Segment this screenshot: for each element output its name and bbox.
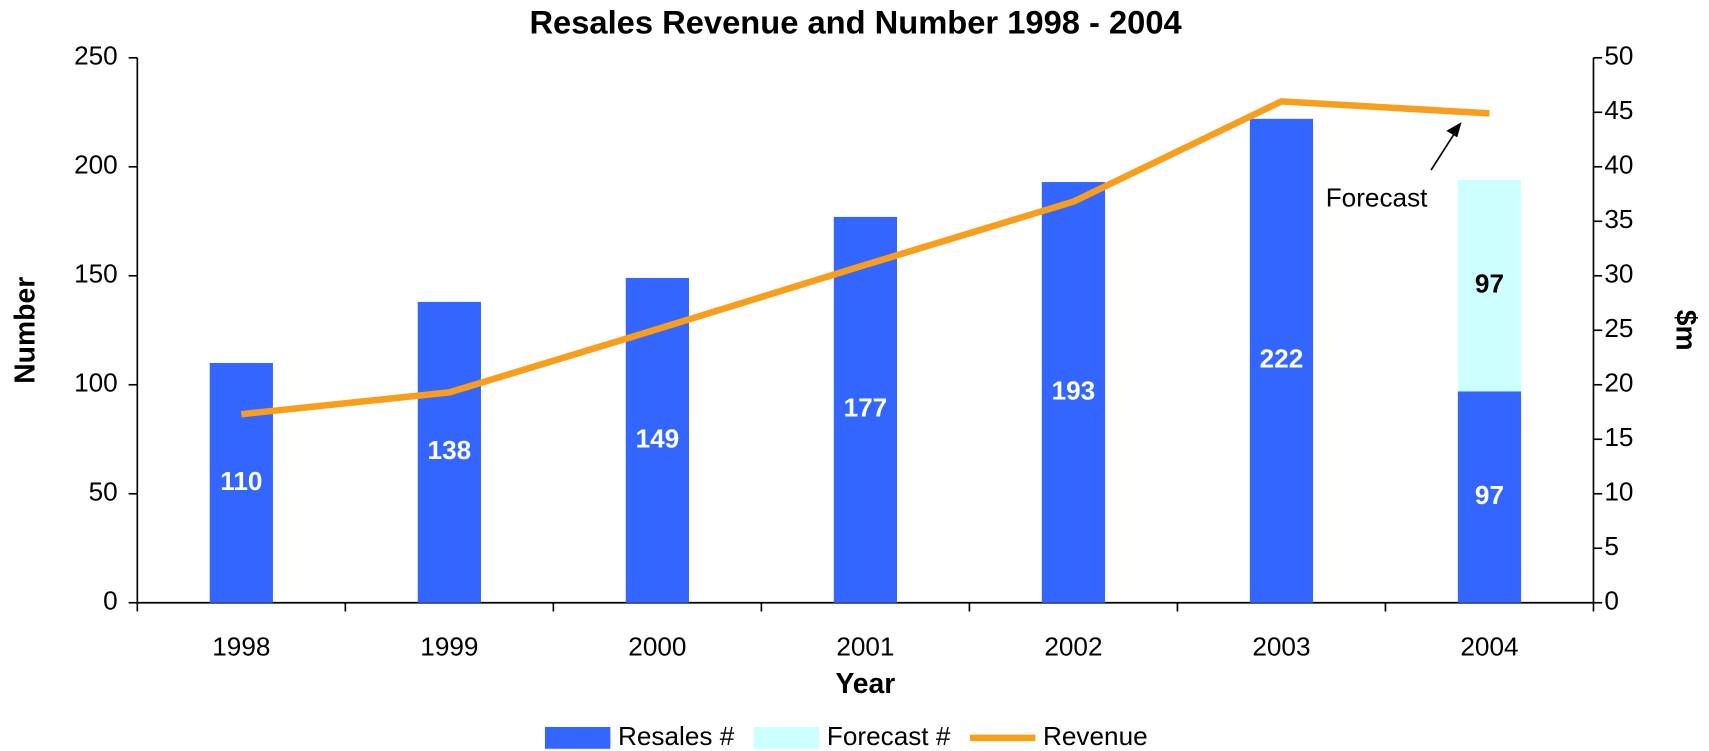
y2-tick-label: 35 xyxy=(1604,204,1633,234)
y2-tick-label: 25 xyxy=(1604,313,1633,343)
bar xyxy=(1457,391,1522,603)
y2-tick-label: 15 xyxy=(1604,422,1633,452)
data-label: 97 xyxy=(1475,480,1504,510)
y2-tick-label: 40 xyxy=(1604,150,1633,180)
annotation-arrowhead xyxy=(1446,122,1462,138)
legend-label: Revenue xyxy=(1043,721,1148,751)
line xyxy=(240,98,1490,418)
x-tick-label: 2004 xyxy=(1460,631,1518,661)
y-axis-title: Number xyxy=(10,277,42,384)
y-tick-label: 50 xyxy=(89,477,118,507)
annotation-arrow xyxy=(1430,130,1457,171)
data-label: 138 xyxy=(428,435,472,465)
data-label: 177 xyxy=(844,393,888,423)
y-tick-label: 150 xyxy=(74,259,118,289)
data-label: 222 xyxy=(1260,344,1304,374)
y2-tick-label: 0 xyxy=(1604,586,1619,616)
y-tick-label: 200 xyxy=(74,150,118,180)
x-tick-label: 1998 xyxy=(212,631,270,661)
y2-tick-label: 45 xyxy=(1604,95,1633,125)
legend-swatch xyxy=(544,727,611,749)
x-tick-label: 2003 xyxy=(1252,631,1310,661)
data-label: 193 xyxy=(1052,375,1096,405)
y-tick-label: 0 xyxy=(103,586,118,616)
bar xyxy=(417,301,481,603)
y-tick-label: 100 xyxy=(74,368,118,398)
legend-label: Forecast # xyxy=(827,721,951,751)
y2-tick-label: 30 xyxy=(1604,259,1633,289)
y2-tick-label: 20 xyxy=(1604,368,1633,398)
x-tick-label: 2000 xyxy=(628,631,686,661)
data-label: 149 xyxy=(636,423,680,453)
x-tick-label: 2001 xyxy=(836,631,894,661)
x-axis-title: Year xyxy=(835,668,895,700)
y2-axis-title: $m xyxy=(1669,310,1701,351)
legend-label: Resales # xyxy=(618,721,735,751)
x-tick-label: 1999 xyxy=(420,631,478,661)
y2-tick-label: 10 xyxy=(1604,477,1633,507)
bar xyxy=(1457,179,1522,392)
bar xyxy=(833,216,898,603)
y2-tick-label: 5 xyxy=(1604,531,1619,561)
x-tick-label: 2002 xyxy=(1044,631,1102,661)
bar xyxy=(1041,182,1106,603)
legend-swatch xyxy=(753,727,820,749)
y-tick-label: 250 xyxy=(74,41,118,71)
annotation: Forecast xyxy=(1326,182,1428,212)
chart-title: Resales Revenue and Number 1998 - 2004 xyxy=(529,4,1181,41)
bar xyxy=(1249,118,1314,603)
bar xyxy=(209,362,273,603)
data-label: 97 xyxy=(1475,268,1504,298)
y2-tick-label: 50 xyxy=(1604,41,1633,71)
data-label: 110 xyxy=(220,466,262,496)
